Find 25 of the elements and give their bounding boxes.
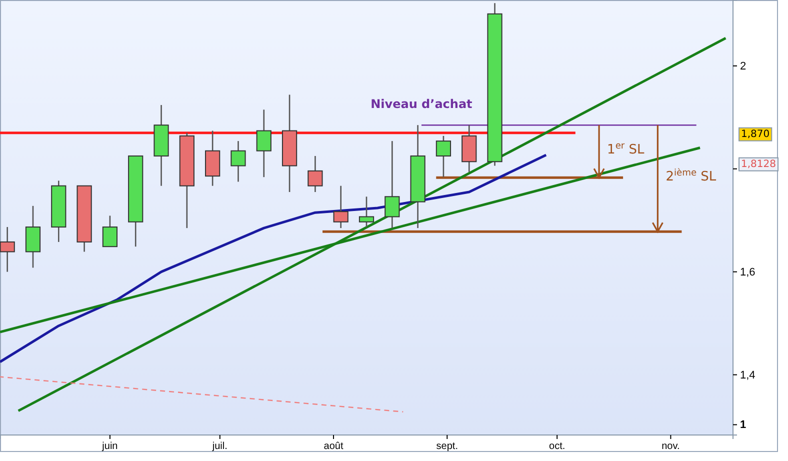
candlestick xyxy=(436,135,452,178)
x-tick-label: sept. xyxy=(436,441,458,452)
annotation: 2$^{ième}$ SL xyxy=(666,167,717,184)
y-tick-label: 2 xyxy=(740,60,746,72)
candlestick xyxy=(230,140,246,182)
x-tick-label: juil. xyxy=(211,441,228,452)
candlestick xyxy=(384,140,400,229)
annotation: 1$^{er}$ SL xyxy=(607,141,646,158)
x-tick-label: nov. xyxy=(662,441,680,452)
y-tick-label: 1 xyxy=(740,419,746,432)
candlestick xyxy=(333,185,348,229)
text: 1,870 xyxy=(741,128,770,140)
y-tick-label: 1,6 xyxy=(740,266,756,278)
x-tick-label: août xyxy=(324,441,344,452)
line-series xyxy=(0,154,548,364)
candlestick xyxy=(256,109,272,178)
x-tick-label: oct. xyxy=(549,441,566,452)
candlestick xyxy=(358,196,374,228)
candlestick xyxy=(0,226,15,272)
y-tick-label: 1,4 xyxy=(740,369,756,382)
candlestick xyxy=(102,215,118,248)
x-tick-label: juin xyxy=(101,441,118,452)
text: 1,8128 xyxy=(741,158,776,170)
series-label: Niveau d’achat xyxy=(370,97,473,112)
candlestick xyxy=(308,155,323,193)
